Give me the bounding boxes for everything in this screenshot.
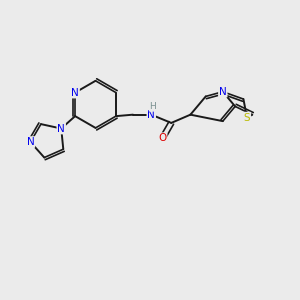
Text: N: N — [71, 88, 79, 98]
Text: H: H — [149, 102, 156, 111]
Text: O: O — [158, 133, 166, 143]
Text: S: S — [244, 112, 250, 123]
Text: N: N — [147, 110, 155, 120]
Text: N: N — [219, 87, 227, 97]
Text: N: N — [27, 137, 34, 147]
Text: N: N — [57, 124, 65, 134]
